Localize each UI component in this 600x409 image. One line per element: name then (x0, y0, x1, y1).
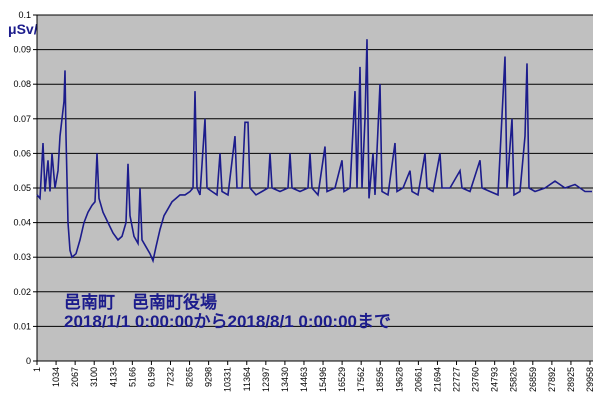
x-tick-label: 1034 (51, 367, 61, 387)
x-tick-label: 2067 (70, 367, 80, 387)
x-tick-label: 7232 (165, 367, 175, 387)
y-tick-label: 0.07 (13, 114, 31, 124)
x-tick-label: 13430 (280, 367, 290, 392)
y-tick-label: 0.04 (13, 218, 31, 228)
x-tick-label: 1 (32, 367, 42, 372)
x-tick-label: 24793 (490, 367, 500, 392)
x-tick-label: 20661 (413, 367, 423, 392)
x-tick-label: 27892 (547, 367, 557, 392)
x-tick-label: 19628 (394, 367, 404, 392)
x-tick-label: 26859 (528, 367, 538, 392)
annotation: 2018/1/1 0:00:00から2018/8/1 0:00:00まで (64, 312, 391, 331)
y-tick-label: 0.03 (13, 252, 31, 262)
x-tick-label: 23760 (471, 367, 481, 392)
x-tick-label: 18595 (375, 367, 385, 392)
x-tick-label: 17562 (356, 367, 366, 392)
x-tick-label: 25826 (509, 367, 519, 392)
x-tick-label: 29958 (585, 367, 595, 392)
annotation: 邑南町 邑南町役場 (64, 292, 217, 312)
x-tick-label: 28925 (566, 367, 576, 392)
x-tick-label: 8265 (185, 367, 195, 387)
y-tick-label: 0.08 (13, 79, 31, 89)
y-tick-label: 0.1 (18, 10, 31, 20)
y-tick-label: 0.02 (13, 287, 31, 297)
x-tick-label: 5166 (127, 367, 137, 387)
x-tick-label: 4133 (108, 367, 118, 387)
x-tick-label: 11364 (242, 367, 252, 391)
y-tick-label: 0.09 (13, 45, 31, 55)
y-tick-label: 0 (26, 356, 31, 366)
x-tick-label: 6199 (146, 367, 156, 387)
data-line (36, 39, 592, 264)
y-tick-label: 0.06 (13, 148, 31, 158)
y-tick-label: 0.01 (13, 321, 31, 331)
x-tick-label: 9298 (204, 367, 214, 387)
x-tick-label: 14463 (299, 367, 309, 392)
x-tick-label: 16529 (337, 367, 347, 392)
y-tick-label: 0.05 (13, 183, 31, 193)
x-tick-label: 15496 (318, 367, 328, 392)
x-tick-label: 21694 (432, 367, 442, 392)
x-tick-label: 12397 (261, 367, 271, 392)
x-tick-label: 10331 (223, 367, 233, 392)
x-tick-label: 22727 (452, 367, 462, 392)
x-tick-label: 3100 (89, 367, 99, 387)
